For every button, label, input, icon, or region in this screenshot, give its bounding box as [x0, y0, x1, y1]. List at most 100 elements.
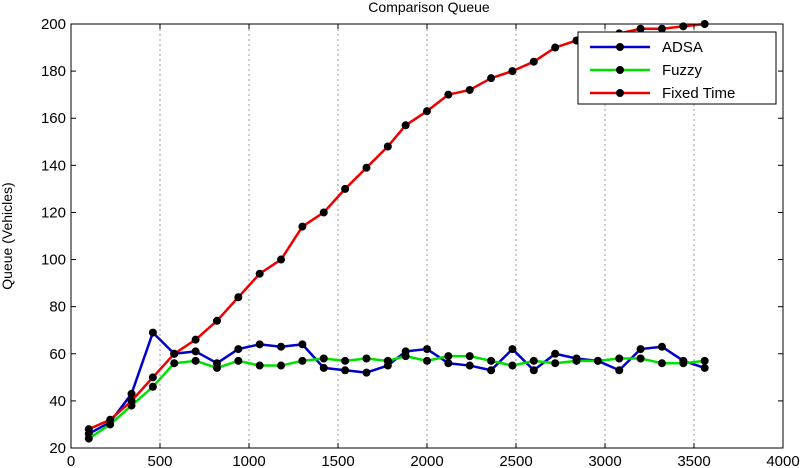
data-point-adsa [465, 361, 474, 370]
y-tick-label: 80 [49, 299, 66, 316]
data-point-fuzzy [234, 356, 243, 365]
data-point-fuzzy [593, 356, 602, 365]
data-point-adsa [508, 345, 517, 354]
y-tick-label: 200 [41, 16, 66, 33]
x-tick-label: 2000 [410, 453, 443, 468]
y-tick-label: 180 [41, 63, 66, 80]
data-point-adsa [148, 328, 157, 337]
data-point-fuzzy [465, 352, 474, 361]
data-point-adsa [255, 340, 264, 349]
data-point-fuzzy [487, 356, 496, 365]
data-point-adsa [341, 366, 350, 375]
data-point-adsa [657, 342, 666, 351]
data-point-fixed-time [465, 85, 474, 94]
x-tick-label: 4000 [766, 453, 799, 468]
data-point-fuzzy [679, 359, 688, 368]
x-tick-label: 3500 [677, 453, 710, 468]
data-point-adsa [700, 363, 709, 372]
data-point-fixed-time [170, 349, 179, 358]
legend-label-fixed-time: Fixed Time [662, 85, 735, 102]
x-tick-label: 500 [147, 453, 172, 468]
data-point-fixed-time [127, 396, 136, 405]
x-tick-label: 2500 [499, 453, 532, 468]
data-point-fuzzy [700, 356, 709, 365]
data-point-fuzzy [341, 356, 350, 365]
legend-marker-adsa [616, 43, 624, 51]
data-point-fuzzy [444, 352, 453, 361]
data-point-fuzzy [508, 361, 517, 370]
legend: ADSA Fuzzy Fixed Time [577, 31, 777, 105]
y-tick-label: 40 [49, 393, 66, 410]
y-tick-label: 20 [49, 440, 66, 457]
data-point-fixed-time [362, 163, 371, 172]
data-point-adsa [487, 366, 496, 375]
data-point-fuzzy [657, 359, 666, 368]
data-point-fixed-time [341, 184, 350, 193]
data-point-fixed-time [84, 425, 93, 434]
x-tick-label: 1500 [321, 453, 354, 468]
data-point-fuzzy [401, 352, 410, 361]
data-point-adsa [191, 347, 200, 356]
series-adsa [84, 328, 709, 438]
series-fuzzy [84, 352, 709, 443]
data-point-fixed-time [191, 335, 200, 344]
legend-marker-fixed-time [616, 89, 624, 97]
data-point-fixed-time [212, 316, 221, 325]
data-point-fixed-time [551, 43, 560, 52]
data-point-fixed-time [148, 373, 157, 382]
y-tick-label: 120 [41, 204, 66, 221]
data-point-fixed-time [529, 57, 538, 66]
data-point-fuzzy [277, 361, 286, 370]
legend-marker-fuzzy [616, 66, 624, 74]
y-tick-label: 160 [41, 110, 66, 127]
y-axis-label: Queue (Vehicles) [0, 182, 15, 289]
data-point-fuzzy [572, 356, 581, 365]
data-point-fixed-time [401, 121, 410, 130]
data-point-adsa [319, 363, 328, 372]
x-tick-label: 1000 [232, 453, 265, 468]
data-point-fixed-time [106, 415, 115, 424]
data-point-fixed-time [319, 208, 328, 217]
legend-label-fuzzy: Fuzzy [662, 62, 703, 79]
data-point-adsa [615, 366, 624, 375]
data-point-fuzzy [319, 354, 328, 363]
data-point-adsa [277, 342, 286, 351]
data-point-fuzzy [84, 434, 93, 443]
data-point-fuzzy [148, 382, 157, 391]
x-tick-label: 0 [67, 453, 75, 468]
data-point-adsa [444, 359, 453, 368]
data-point-fuzzy [551, 359, 560, 368]
data-point-fixed-time [487, 74, 496, 83]
data-point-fuzzy [362, 354, 371, 363]
data-point-fixed-time [277, 255, 286, 264]
x-tick-label: 3000 [588, 453, 621, 468]
data-point-fixed-time [255, 269, 264, 278]
data-point-fuzzy [529, 356, 538, 365]
y-tick-label: 100 [41, 252, 66, 269]
data-point-fixed-time [444, 90, 453, 99]
data-point-adsa [423, 345, 431, 354]
data-point-fuzzy [170, 359, 179, 368]
data-point-fixed-time [657, 24, 666, 33]
chart-title: Comparison Queue [368, 0, 490, 15]
data-point-fuzzy [298, 356, 307, 365]
data-point-fuzzy [615, 354, 624, 363]
data-point-fixed-time [298, 222, 307, 231]
y-tick-label: 140 [41, 157, 66, 174]
data-point-fixed-time [423, 107, 431, 116]
data-point-fixed-time [383, 142, 392, 151]
data-point-fuzzy [212, 363, 221, 372]
data-point-fuzzy [423, 356, 431, 365]
data-point-adsa [529, 366, 538, 375]
data-point-adsa [127, 389, 136, 398]
y-tick-label: 60 [49, 346, 66, 363]
data-point-fuzzy [383, 356, 392, 365]
x-axis-ticks: 0 500 1000 1500 2000 2500 3000 3500 4000 [67, 24, 800, 468]
data-point-fixed-time [636, 24, 645, 33]
y-axis-ticks: 20 40 60 80 100 120 140 160 180 200 [41, 16, 783, 457]
data-point-fixed-time [508, 67, 517, 76]
data-point-adsa [298, 340, 307, 349]
legend-label-adsa: ADSA [662, 39, 703, 56]
data-point-fuzzy [191, 356, 200, 365]
